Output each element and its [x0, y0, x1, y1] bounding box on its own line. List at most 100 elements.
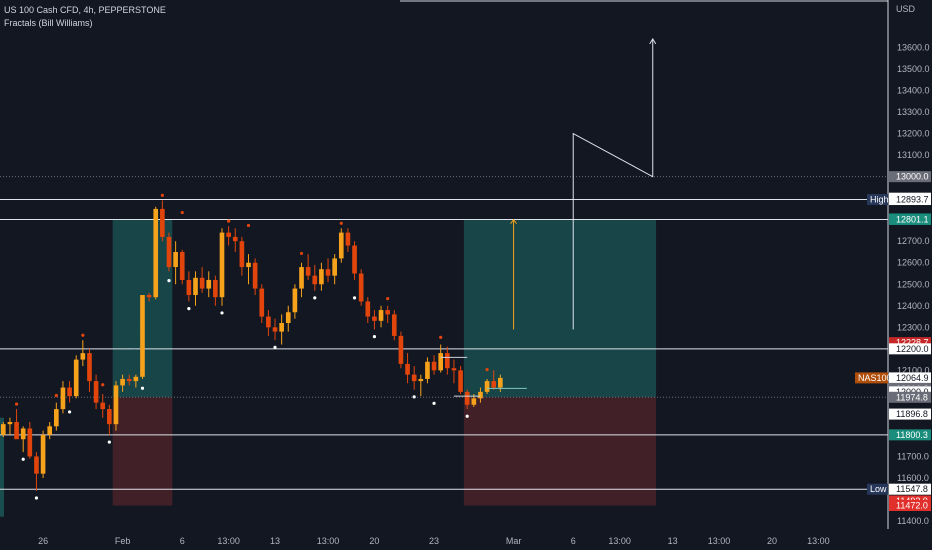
candle-body — [80, 353, 86, 360]
price-axis — [889, 0, 932, 550]
candle-body — [438, 353, 444, 371]
candle-body — [166, 236, 172, 268]
fractal-up-marker — [299, 251, 304, 256]
candle-body — [186, 279, 192, 296]
candle-body — [272, 327, 278, 332]
x-tick-label: 13:00 — [708, 536, 731, 546]
candle-body — [279, 323, 284, 332]
x-tick-label: 13:00 — [317, 536, 340, 546]
candle-body — [232, 236, 238, 242]
candle-body — [352, 245, 357, 274]
candle-body — [332, 258, 337, 276]
candle-body — [325, 269, 331, 276]
y-tick-label: 11700.0 — [897, 451, 929, 461]
fractal-up-marker — [339, 221, 343, 225]
fractal-up-marker — [54, 393, 58, 398]
fractal-up-marker — [439, 335, 443, 339]
candle-body — [213, 279, 218, 298]
side-tag — [867, 194, 888, 206]
stop-zone — [112, 397, 173, 506]
y-tick-label: 13300.0 — [897, 107, 930, 117]
fractal-down-marker — [372, 335, 377, 339]
price-tag — [889, 194, 931, 206]
x-tick-label: 13:00 — [807, 536, 830, 546]
fractal-down-marker — [167, 279, 171, 283]
candle-body — [40, 434, 46, 474]
fractal-up-marker — [386, 297, 390, 301]
candle-body — [405, 363, 410, 375]
candle-body — [146, 295, 152, 298]
indicator-title[interactable]: Fractals (Bill Williams) — [4, 18, 93, 28]
fractal-up-marker — [485, 368, 489, 372]
candle-body — [391, 314, 397, 336]
candle-body — [126, 378, 132, 382]
price-tag — [889, 500, 931, 512]
fractal-up-marker — [160, 193, 164, 197]
candle-body — [47, 426, 53, 435]
y-tick-label: 12300.0 — [897, 322, 930, 332]
candle-body — [219, 232, 225, 298]
candle-body — [54, 409, 59, 427]
candle-body — [484, 381, 490, 392]
side-tag — [855, 372, 888, 384]
candle-body — [398, 335, 404, 364]
fractal-down-marker — [273, 345, 277, 349]
price-tag-label: 11974.8 — [896, 392, 928, 402]
candle-body — [358, 273, 364, 302]
price-tag-label: 11472.0 — [896, 501, 928, 511]
side-tag-label: Low — [870, 484, 887, 494]
fractal-down-marker — [432, 401, 436, 405]
fractal-down-marker — [313, 296, 317, 300]
price-tag — [889, 429, 931, 441]
price-tag-label: 13000.0 — [896, 172, 929, 182]
candle-body — [246, 262, 251, 268]
fractal-down-marker — [465, 414, 469, 418]
candle-body — [312, 275, 318, 285]
candle-body — [107, 409, 112, 425]
x-tick-label: 13:00 — [608, 536, 631, 546]
candle-body — [266, 316, 271, 328]
fractal-up-marker — [180, 210, 184, 215]
fractal-down-marker — [21, 457, 25, 461]
price-tag — [889, 483, 931, 495]
side-tag-label: High — [870, 195, 889, 205]
candle-body — [259, 288, 265, 317]
candle-body — [478, 391, 483, 399]
candle-body — [93, 381, 99, 403]
y-tick-label: 11600.0 — [897, 473, 929, 483]
projection-path — [572, 38, 654, 330]
x-tick-label: 13:00 — [217, 536, 240, 546]
price-tag — [889, 372, 931, 384]
candle-body — [338, 232, 344, 259]
side-tag — [867, 483, 888, 495]
fractal-down-marker — [220, 311, 224, 315]
y-tick-label: 13100.0 — [897, 150, 930, 160]
price-tag — [889, 337, 931, 349]
price-tag-label: 12893.7 — [896, 195, 929, 205]
y-tick-label: 12600.0 — [897, 258, 930, 268]
price-tag — [889, 343, 931, 355]
x-tick-label: 6 — [571, 536, 576, 546]
candle-body — [378, 310, 384, 321]
price-tag-label: 11896.8 — [896, 409, 928, 419]
candle-body — [425, 361, 430, 379]
price-tag-label: 11547.8 — [896, 484, 928, 494]
fractal-down-marker — [412, 395, 416, 399]
candle-body — [411, 374, 417, 382]
y-tick-label: 13600.0 — [897, 43, 930, 53]
candle-body — [226, 232, 231, 237]
x-tick-label: Feb — [115, 536, 131, 546]
fractal-down-marker — [140, 386, 145, 390]
price-tag — [889, 213, 931, 225]
symbol-title[interactable]: US 100 Cash CFD, 4h, PEPPERSTONE — [4, 5, 166, 15]
y-tick-label: 13200.0 — [897, 129, 930, 139]
candle-body — [471, 398, 477, 405]
price-tag — [889, 408, 931, 420]
stop-zone — [463, 397, 657, 506]
candle-body — [458, 370, 463, 392]
candle-body — [292, 288, 298, 313]
price-tag-label: 12228.7 — [896, 338, 929, 348]
y-tick-label: 13500.0 — [897, 64, 930, 74]
candle-body — [498, 377, 503, 388]
